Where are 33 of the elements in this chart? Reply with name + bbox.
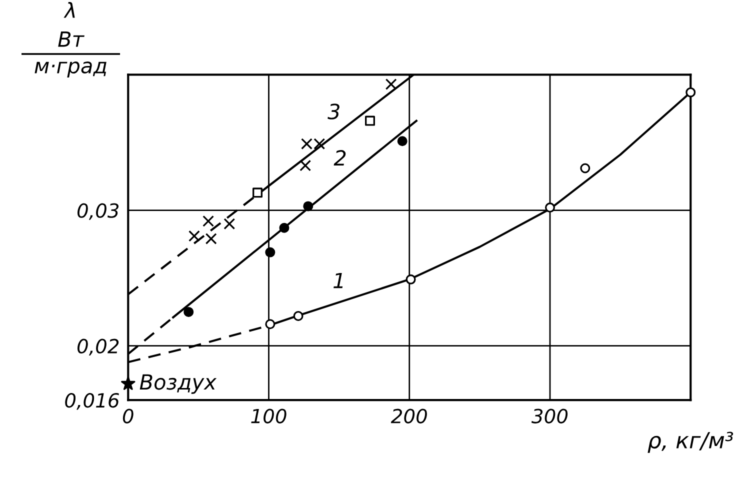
x-tick-label: 100 (251, 408, 286, 424)
annotation: Воздух (140, 374, 217, 394)
point (385, 78, 397, 90)
point (224, 218, 236, 230)
point (252, 188, 263, 198)
point (686, 87, 696, 98)
point (300, 160, 312, 172)
point (580, 163, 590, 174)
y-tick-label: 0,02 (77, 338, 119, 356)
x-tick-label: 300 (531, 408, 568, 424)
series-label: 2 (334, 150, 346, 166)
y-tick-label: 0,016 (65, 393, 119, 410)
point (279, 222, 290, 233)
point (121, 376, 136, 390)
point (188, 230, 200, 242)
point (303, 201, 314, 212)
point (397, 136, 408, 146)
y-tick-label: 0,03 (77, 203, 119, 220)
point (184, 306, 194, 317)
y-axis-title: λ Вт м·град (34, 2, 106, 78)
x-axis-title: ρ, кг/м³ (648, 432, 734, 453)
point (406, 274, 416, 284)
x-tick-label: 0 (122, 408, 134, 424)
point (544, 202, 555, 213)
x-tick-label: 200 (390, 408, 427, 424)
point (293, 311, 304, 322)
point (265, 319, 276, 330)
point (365, 116, 376, 126)
point (202, 215, 214, 227)
series-label: 1 (334, 272, 343, 288)
point (205, 232, 217, 244)
point (265, 247, 276, 258)
series-label: 3 (328, 104, 340, 120)
